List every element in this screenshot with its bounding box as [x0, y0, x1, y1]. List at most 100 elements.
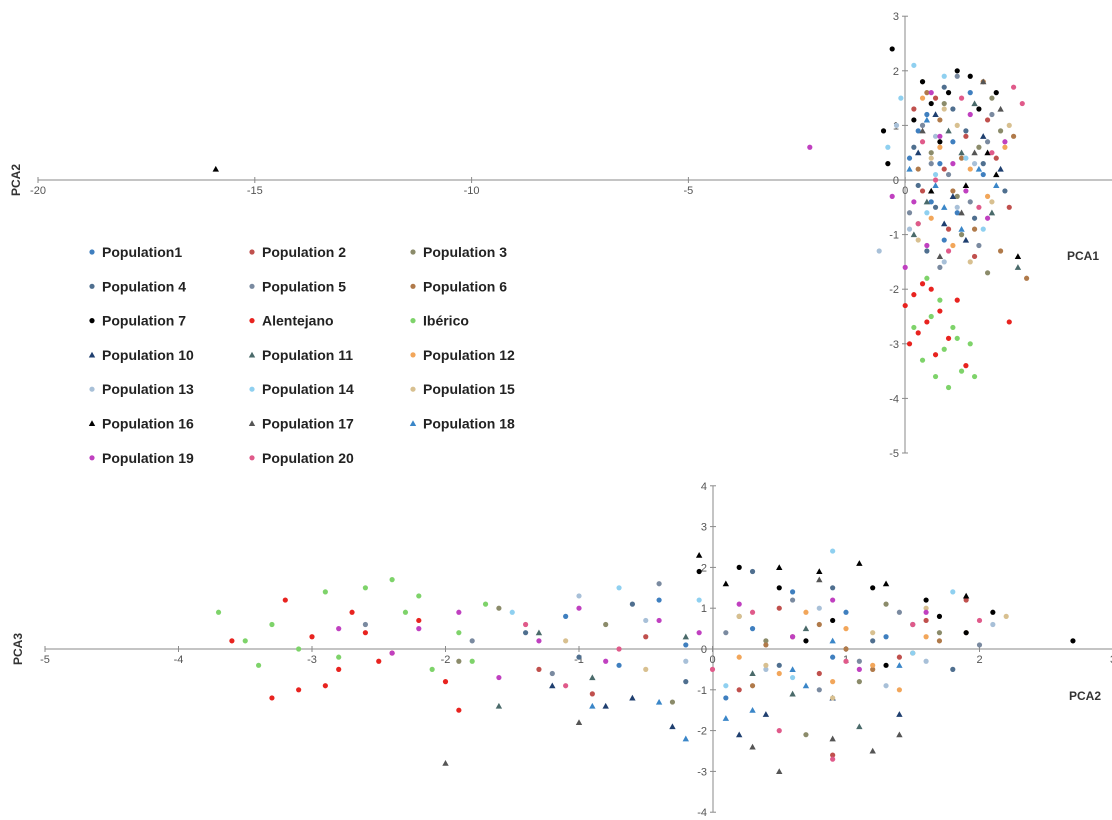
population-7-point	[803, 638, 809, 644]
population-2-point	[896, 654, 903, 660]
population-11-point	[535, 629, 543, 636]
population-13-legend-point	[89, 386, 95, 392]
population-3-point	[763, 638, 769, 644]
series-population-5	[906, 73, 995, 270]
population-5-point	[790, 597, 796, 603]
y-axis-title: PCA2	[9, 164, 23, 196]
series-population-6	[915, 79, 1030, 281]
population-13-point	[683, 658, 689, 664]
ib-rico-point	[296, 646, 302, 652]
population-19-point	[937, 133, 943, 139]
population-7-point	[928, 100, 934, 107]
population-11-legend-point	[248, 351, 256, 358]
population-2-point	[993, 155, 999, 161]
alentejano-point	[1006, 319, 1012, 325]
population-3-point	[997, 128, 1004, 134]
population-11-point	[1014, 264, 1022, 270]
population-15-point	[763, 662, 769, 668]
ib-rico-point	[950, 324, 956, 331]
x-tick-label: -5	[40, 654, 50, 666]
population-14-point	[924, 210, 930, 216]
series-population-19	[807, 90, 1008, 270]
series-population-20	[915, 84, 1025, 254]
population-16-point	[212, 165, 219, 172]
series-population-20	[523, 609, 983, 762]
population-18-point	[896, 662, 903, 668]
population-5-legend-point	[249, 283, 255, 289]
ib-rico-point	[242, 638, 248, 644]
population-20-point	[915, 221, 921, 227]
legend-label: Population 19	[102, 450, 194, 466]
series-population-4	[523, 568, 956, 685]
population-13-point	[883, 683, 889, 689]
population-3-point	[984, 270, 991, 276]
population-20-point	[843, 658, 849, 664]
population-2-point	[923, 617, 929, 624]
chart-pca1-pca2: -20-15-10-505-5-4-3-2-10123PCA1PCA2	[9, 11, 1112, 460]
alentejano-point	[309, 634, 315, 640]
population-2-legend-point	[249, 249, 255, 255]
alentejano-point	[269, 695, 275, 701]
population-16-point	[856, 560, 863, 566]
ib-rico-point	[269, 621, 275, 628]
series-population-14	[509, 548, 956, 689]
legend-label: Population 12	[423, 347, 515, 363]
population-14-point	[885, 144, 891, 150]
population-12-point	[950, 242, 956, 249]
x-tick-label: -15	[247, 185, 263, 197]
population-6-point	[924, 90, 930, 96]
alentejano-point	[416, 617, 422, 624]
population1-point	[928, 199, 934, 205]
population-11-point	[988, 209, 996, 216]
legend: Population1 Population 2 Population 3 Popul…	[88, 244, 515, 466]
population-16-point	[993, 171, 1000, 178]
population-10-legend-point	[88, 351, 96, 358]
series-ib-rico	[215, 577, 489, 673]
population-11-point	[945, 127, 952, 134]
ib-rico-point	[336, 654, 342, 660]
legend-label: Population 4	[102, 278, 186, 294]
population-7-point	[923, 597, 929, 603]
population-19-point	[911, 199, 917, 205]
population-10-point	[980, 133, 987, 139]
ib-rico-point	[919, 357, 926, 363]
x-axis-title: PCA1	[1067, 249, 1099, 263]
y-tick-label: -3	[889, 339, 899, 351]
population-5-point	[856, 658, 862, 664]
population-12-point	[896, 687, 903, 693]
series-alentejano	[229, 597, 462, 713]
population-4-legend-point	[89, 283, 95, 289]
alentejano-point	[456, 707, 462, 713]
population-12-legend-point	[410, 352, 416, 358]
population-2-point	[963, 133, 969, 139]
y-tick-label: -2	[697, 726, 707, 738]
population-19-point	[856, 666, 862, 673]
population-13-point	[990, 621, 996, 628]
population-2-point	[736, 687, 742, 693]
ib-rico-point	[958, 368, 965, 374]
series-population-2	[536, 597, 969, 758]
series-population-13	[876, 122, 978, 265]
population-2-point	[941, 166, 947, 172]
population-7-point	[885, 161, 891, 167]
population-5-point	[976, 242, 982, 249]
x-tick-label: 0	[902, 185, 908, 197]
population1-point	[656, 597, 662, 603]
population-18-point	[941, 204, 948, 210]
population1-point	[843, 609, 849, 615]
population-7-point	[776, 585, 782, 591]
x-tick-label: -1	[574, 654, 584, 666]
ib-rico-point	[932, 373, 939, 380]
population-4-point	[941, 84, 947, 90]
population-11-point	[856, 723, 863, 730]
ib-rico-point	[402, 609, 409, 615]
population1-point	[830, 654, 836, 660]
legend-item: Population 15	[410, 381, 515, 397]
population-4-point	[523, 630, 529, 636]
alentejano-point	[322, 683, 328, 689]
population-7-point	[936, 613, 943, 619]
population-11-point	[971, 100, 978, 107]
ib-rico-point	[967, 341, 973, 347]
population-17-point	[776, 768, 783, 774]
population-6-point	[937, 117, 943, 123]
